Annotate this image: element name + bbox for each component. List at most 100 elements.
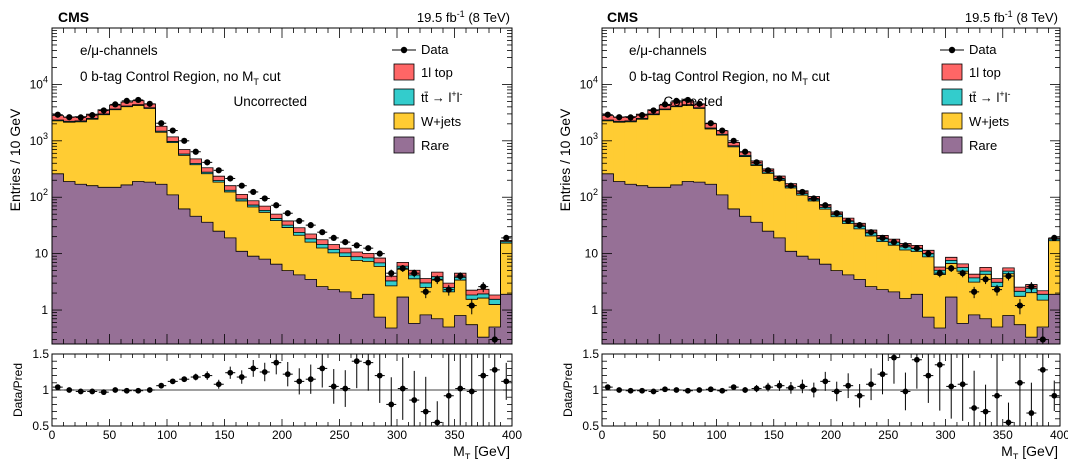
- data-point-31: [411, 270, 418, 277]
- x-tick-label-4: 200: [272, 428, 292, 442]
- ratio-point-31: [959, 381, 966, 388]
- ratio-y-ticks: 0.5 1 1.5: [32, 347, 512, 433]
- y-tick-label-3: 103: [580, 131, 598, 148]
- ratio-point-2: [627, 387, 634, 394]
- data-point-3: [638, 112, 646, 119]
- bin-rare-24: [876, 289, 889, 344]
- ratio-point-37: [480, 372, 487, 379]
- data-point-37: [480, 283, 487, 290]
- data-point-30: [399, 265, 406, 272]
- ratio-point-38: [1039, 366, 1046, 373]
- data-point-39: [1051, 234, 1058, 242]
- bin-rare-13: [750, 222, 763, 344]
- y-tick-label-4: 104: [580, 74, 598, 91]
- bin-rare-29: [934, 328, 946, 344]
- bin-rare-2: [624, 184, 637, 344]
- data-point-26: [902, 242, 909, 249]
- bin-rare-0: [602, 173, 614, 344]
- data-point-19: [822, 202, 829, 209]
- ratio-point-26: [353, 358, 360, 365]
- x-axis-ticks: 0 50 100 150 200 250 300 350 400: [599, 354, 1068, 442]
- bin-rare-18: [808, 259, 820, 344]
- bin-rare-31: [956, 323, 969, 344]
- data-point-27: [365, 245, 372, 252]
- bin-rare-25: [339, 291, 352, 344]
- data-point-24: [330, 234, 337, 242]
- data-point-3: [89, 112, 96, 119]
- ratio-point-9: [707, 386, 714, 393]
- bin-rare-5: [109, 187, 122, 344]
- bin-wjets-32: [968, 282, 981, 344]
- bin-rare-36: [466, 324, 478, 344]
- legend-1ltop-swatch: [393, 63, 415, 81]
- ratio-point-36: [468, 388, 475, 395]
- legend-1ltop-label: 1l top: [421, 65, 453, 80]
- ratio-point-21: [845, 382, 852, 389]
- bin-rare-37: [477, 337, 490, 344]
- legend-ttll-label: tt̄ → l+l-: [969, 89, 1011, 105]
- bin-rare-29: [385, 328, 398, 344]
- bin-wjets-37: [477, 298, 490, 344]
- data-point-5: [661, 101, 669, 108]
- ratio-point-36: [1017, 379, 1023, 386]
- data-point-1: [616, 114, 623, 121]
- ratio-point-35: [457, 385, 464, 392]
- legend-1ltop-label: 1l top: [969, 65, 1001, 80]
- ratio-point-9: [158, 382, 165, 389]
- bin-wjets-37: [1025, 292, 1038, 344]
- bin-wjets-39: [1048, 240, 1061, 344]
- stack-outline-rare: [602, 173, 1060, 338]
- region-label: 0 b-tag Control Region, no MT cut: [629, 69, 830, 87]
- bin-rare-32: [968, 314, 981, 344]
- ratio-point-4: [650, 388, 657, 395]
- bin-rare-39: [1048, 294, 1061, 344]
- bin-rare-19: [819, 264, 832, 344]
- data-point-19: [273, 202, 280, 209]
- ratio-point-35: [1005, 419, 1012, 426]
- data-point-25: [890, 239, 898, 246]
- y-tick-label-0: 1: [591, 303, 598, 317]
- data-points: [52, 96, 512, 344]
- bin-rare-33: [431, 318, 444, 344]
- data-point-29: [388, 270, 395, 277]
- lumi-label: 19.5 fb-1 (8 TeV): [965, 9, 1058, 25]
- bin-rare-0: [52, 173, 64, 344]
- data-point-34: [445, 286, 452, 293]
- bin-rare-26: [899, 298, 912, 344]
- ratio-point-10: [719, 387, 726, 394]
- data-point-28: [925, 250, 932, 257]
- x-tick-label-8: 400: [502, 428, 522, 442]
- ratio-point-20: [284, 371, 291, 378]
- data-point-36: [1016, 302, 1024, 309]
- ratio-point-24: [879, 371, 886, 378]
- bin-rare-6: [121, 184, 133, 344]
- data-point-31: [959, 270, 966, 277]
- ratio-tick-label-0: 0.5: [582, 419, 599, 433]
- bin-wjets-33: [431, 280, 444, 344]
- legend-wjets-swatch: [941, 112, 963, 130]
- y-axis-title: Entries / 10 GeV: [557, 108, 573, 211]
- bin-rare-23: [865, 286, 878, 344]
- legend-ttll-label: tt̄ → l+l-: [421, 89, 463, 105]
- bin-rare-16: [236, 251, 248, 344]
- bin-rare-10: [716, 194, 729, 344]
- ratio-tick-label-2: 1.5: [32, 347, 49, 361]
- bin-rare-31: [408, 323, 421, 344]
- bin-rare-39: [500, 294, 513, 344]
- legend-wjets-swatch: [393, 112, 415, 130]
- data-point-10: [719, 127, 726, 134]
- y-tick-label-1: 10: [585, 247, 599, 261]
- ratio-point-32: [971, 405, 978, 411]
- legend-ttll-swatch: [941, 88, 963, 106]
- ratio-point-30: [399, 385, 406, 392]
- bin-rare-34: [991, 327, 1004, 344]
- data-point-38: [491, 336, 498, 343]
- y-axis-ticks: 1 10 102 103 104: [30, 27, 512, 340]
- legend-data-marker: [400, 46, 408, 54]
- data-point-4: [650, 107, 657, 114]
- data-point-8: [696, 100, 703, 107]
- legend-rare-swatch: [941, 136, 963, 154]
- bin-rare-2: [75, 184, 87, 344]
- bin-wjets-31: [408, 278, 421, 344]
